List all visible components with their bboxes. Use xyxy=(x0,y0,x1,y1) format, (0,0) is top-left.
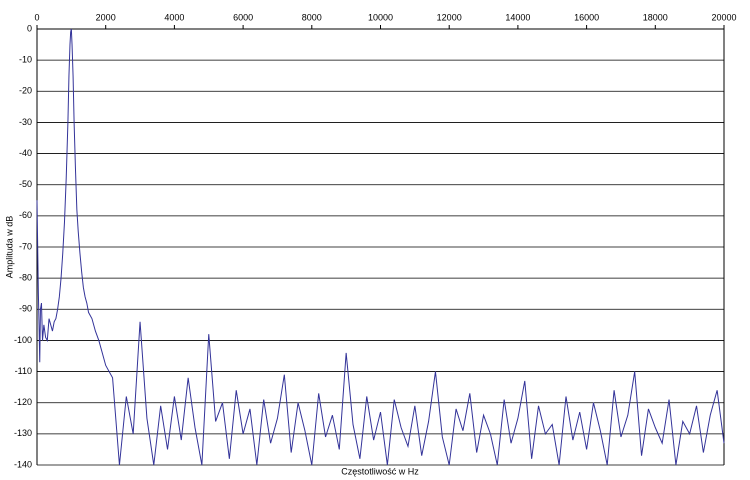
y-tick-label: -80 xyxy=(19,273,32,283)
x-tick-label: 14000 xyxy=(505,12,530,22)
y-tick-label: 0 xyxy=(27,23,32,33)
x-tick-label: 12000 xyxy=(437,12,462,22)
x-tick-label: 6000 xyxy=(233,12,253,22)
x-tick-label: 16000 xyxy=(574,12,599,22)
spectrum-line xyxy=(36,28,725,466)
y-tick-label: -70 xyxy=(19,241,32,251)
x-tick-label: 10000 xyxy=(368,12,393,22)
y-tick-label: -100 xyxy=(14,335,32,345)
x-axis-label: Częstotliwość w Hz xyxy=(341,466,419,476)
y-axis-label: Amplituda w dB xyxy=(4,216,14,279)
x-tick-label: 4000 xyxy=(164,12,184,22)
y-tick-label: -30 xyxy=(19,117,32,127)
y-tick-label: -40 xyxy=(19,148,32,158)
x-tick-label: 0 xyxy=(34,12,39,22)
y-tick-label: -140 xyxy=(14,459,32,469)
x-tick-label: 2000 xyxy=(96,12,116,22)
y-tick-label: -60 xyxy=(19,210,32,220)
y-tick-label: -20 xyxy=(19,86,32,96)
x-tick-label: 18000 xyxy=(643,12,668,22)
y-tick-label: -90 xyxy=(19,304,32,314)
y-tick-label: -130 xyxy=(14,428,32,438)
y-tick-label: -120 xyxy=(14,397,32,407)
x-tick-label: 20000 xyxy=(711,12,736,22)
y-tick-label: -110 xyxy=(15,366,32,376)
x-tick-label: 8000 xyxy=(302,12,322,22)
y-tick-label: -10 xyxy=(19,55,32,65)
y-tick-label: -50 xyxy=(19,179,32,189)
